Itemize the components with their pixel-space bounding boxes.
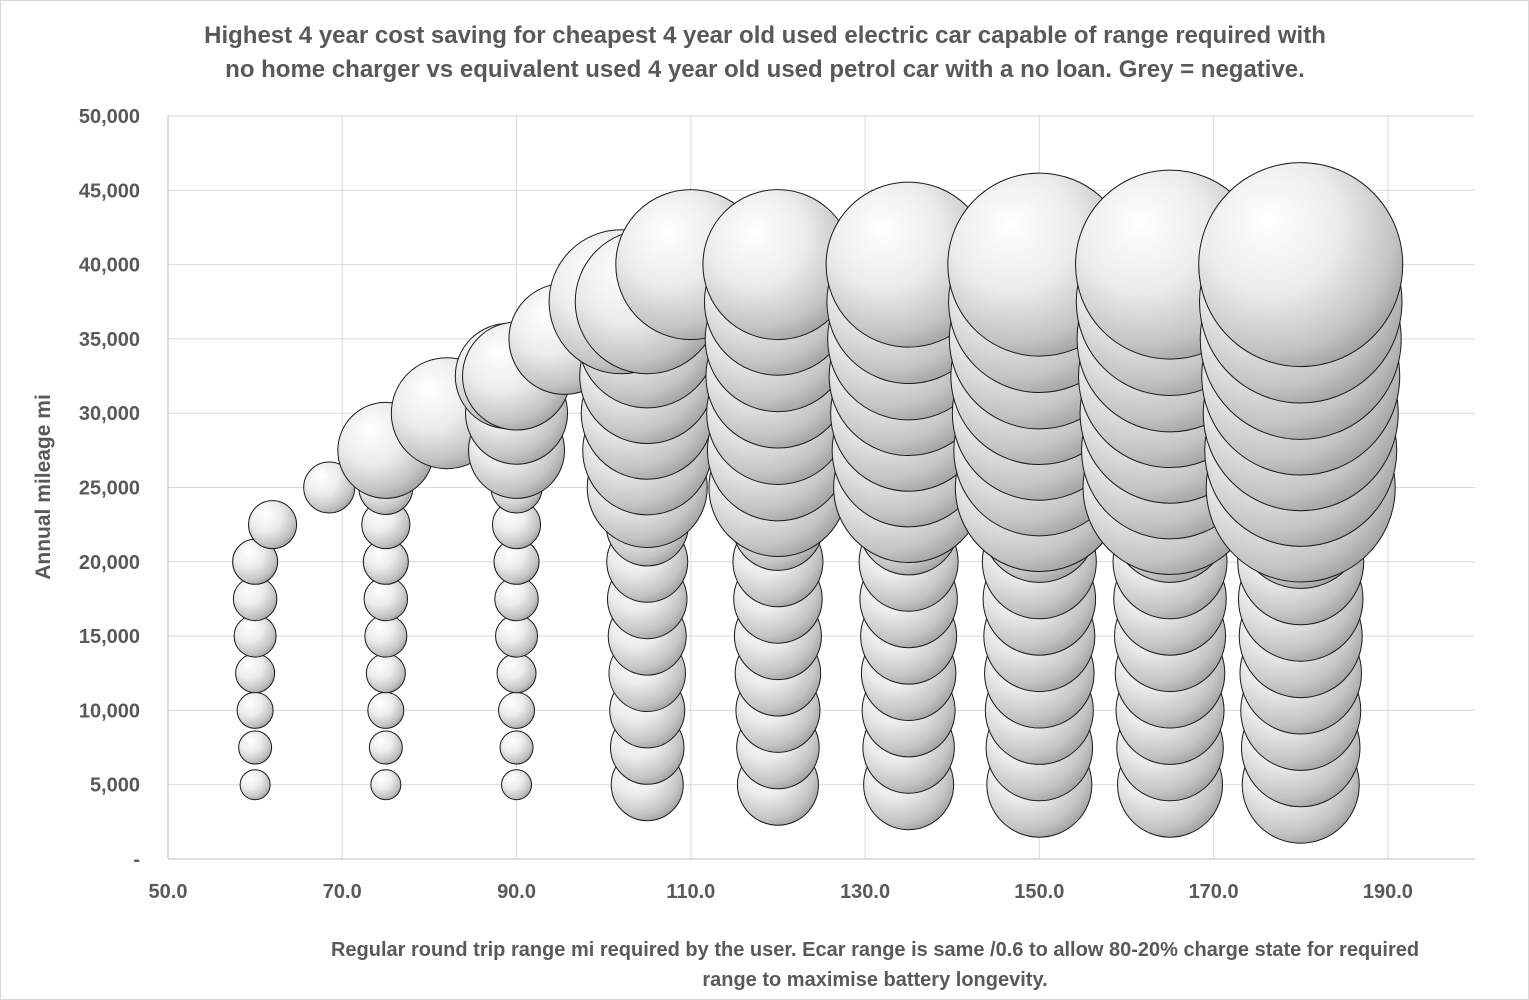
bubble [496,653,537,694]
bubble [499,730,534,765]
bubble [233,614,277,658]
bubble [368,730,403,765]
y-tick-label: 50,000 [79,106,140,128]
x-axis-label-line-1: Regular round trip range mi required by … [330,939,1420,961]
bubble [236,691,274,729]
bubble [501,769,533,801]
bubble [498,691,536,729]
x-tick-label: 150.0 [1014,881,1064,903]
bubble [1198,162,1404,368]
bubble [235,653,276,694]
x-axis-label-line-2: range to maximise battery longevity. [702,969,1048,991]
bubble [248,500,298,550]
x-tick-label: 90.0 [497,881,536,903]
y-tick-label: 35,000 [79,329,140,351]
y-tick-label: 15,000 [79,626,140,648]
x-tick-label: 110.0 [666,881,715,903]
y-axis-label: Annual mileage mi [32,394,55,580]
bubble [495,614,539,658]
bubble [365,653,406,694]
bubble [238,730,273,765]
y-tick-label: 10,000 [79,700,140,722]
tick-labels: - 5,000 10,000 15,000 20,000 25,000 30,000 35,0… [79,106,1413,903]
bubbles [232,162,1404,844]
y-tick-label: 30,000 [79,403,140,425]
y-tick-label: 25,000 [79,478,140,500]
y-tick-label: 45,000 [79,180,140,202]
y-tick-label: 5,000 [90,775,140,797]
y-tick-label: 40,000 [79,255,140,277]
axes [167,116,1475,860]
y-tick-label: - [133,849,140,871]
bubble [364,614,408,658]
x-tick-label: 70.0 [323,881,362,903]
bubble [239,769,271,801]
bubble [370,769,402,801]
x-tick-label: 130.0 [840,881,890,903]
x-tick-label: 190.0 [1363,881,1413,903]
y-tick-label: 20,000 [79,552,140,574]
bubble [367,691,405,729]
chart-title-line-1: Highest 4 year cost saving for cheapest … [204,22,1326,49]
chart-title-line-2: no home charger vs equivalent used 4 yea… [225,56,1305,83]
x-tick-label: 50.0 [149,881,188,903]
x-tick-label: 170.0 [1189,881,1239,903]
